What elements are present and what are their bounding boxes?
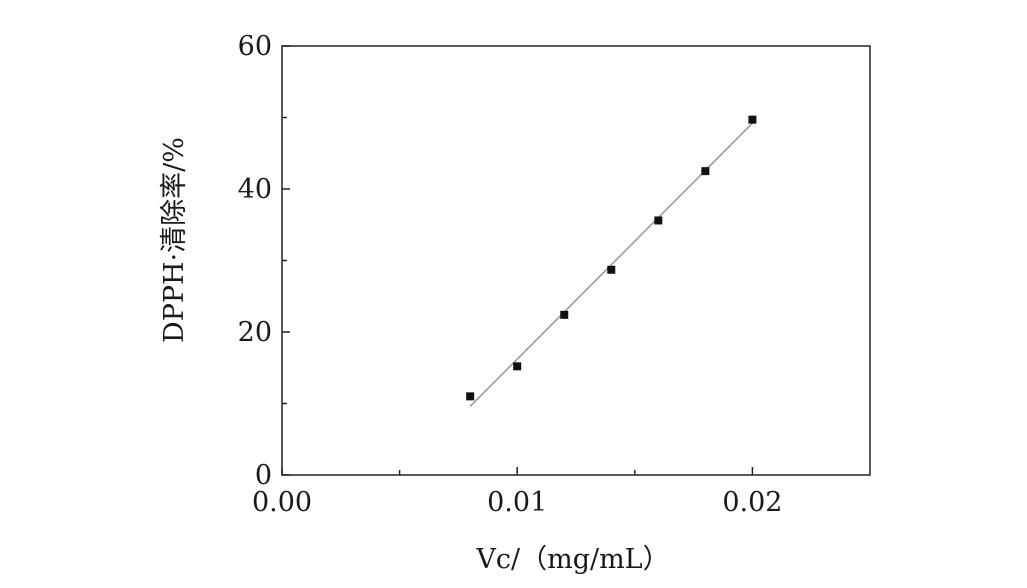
data-point xyxy=(701,167,710,176)
y-tick-label: 60 xyxy=(238,31,272,62)
x-tick-label: 0.00 xyxy=(252,487,312,518)
y-tick-label: 40 xyxy=(238,174,272,205)
y-axis-ticks: 0 20 40 60 xyxy=(238,31,290,491)
data-point xyxy=(560,310,569,319)
data-points xyxy=(466,115,757,401)
data-point xyxy=(654,216,663,225)
fit-line xyxy=(469,122,753,407)
y-tick-label: 0 xyxy=(255,460,272,491)
data-point xyxy=(513,362,522,371)
y-tick-label: 20 xyxy=(238,317,272,348)
x-tick-label: 0.01 xyxy=(487,487,547,518)
x-axis-ticks: 0.00 0.01 0.02 xyxy=(252,467,782,518)
x-tick-label: 0.02 xyxy=(722,487,782,518)
data-point xyxy=(607,265,616,274)
x-axis-label: Vc/（mg/mL） xyxy=(475,544,669,575)
plot-frame xyxy=(281,45,871,476)
y-axis-label: DPPH·清除率/% xyxy=(159,137,190,343)
fit-line-layer xyxy=(469,122,753,407)
data-point xyxy=(466,392,475,401)
data-point xyxy=(748,115,757,124)
